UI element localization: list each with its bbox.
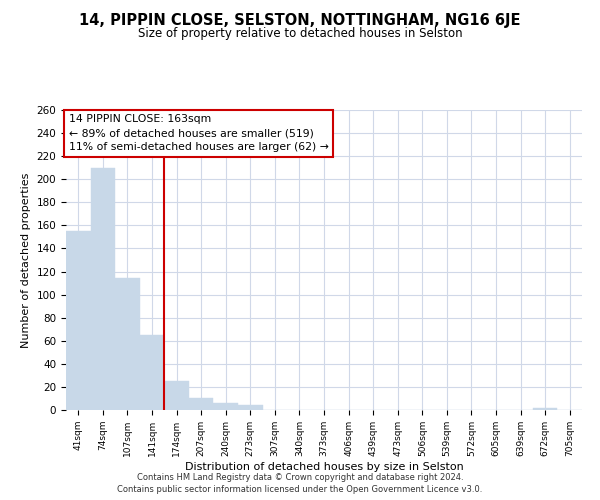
Text: 14 PIPPIN CLOSE: 163sqm
← 89% of detached houses are smaller (519)
11% of semi-d: 14 PIPPIN CLOSE: 163sqm ← 89% of detache… xyxy=(68,114,328,152)
Bar xyxy=(140,335,164,410)
Bar xyxy=(66,231,91,410)
Text: Contains HM Land Registry data © Crown copyright and database right 2024.: Contains HM Land Registry data © Crown c… xyxy=(137,472,463,482)
Text: 14, PIPPIN CLOSE, SELSTON, NOTTINGHAM, NG16 6JE: 14, PIPPIN CLOSE, SELSTON, NOTTINGHAM, N… xyxy=(79,12,521,28)
Text: Contains public sector information licensed under the Open Government Licence v3: Contains public sector information licen… xyxy=(118,485,482,494)
Bar xyxy=(115,278,140,410)
Bar xyxy=(164,381,189,410)
Bar xyxy=(189,398,214,410)
Bar xyxy=(238,406,263,410)
Text: Size of property relative to detached houses in Selston: Size of property relative to detached ho… xyxy=(137,28,463,40)
Bar xyxy=(214,403,238,410)
Y-axis label: Number of detached properties: Number of detached properties xyxy=(21,172,31,348)
Bar xyxy=(91,168,115,410)
X-axis label: Distribution of detached houses by size in Selston: Distribution of detached houses by size … xyxy=(185,462,463,471)
Bar xyxy=(533,408,557,410)
